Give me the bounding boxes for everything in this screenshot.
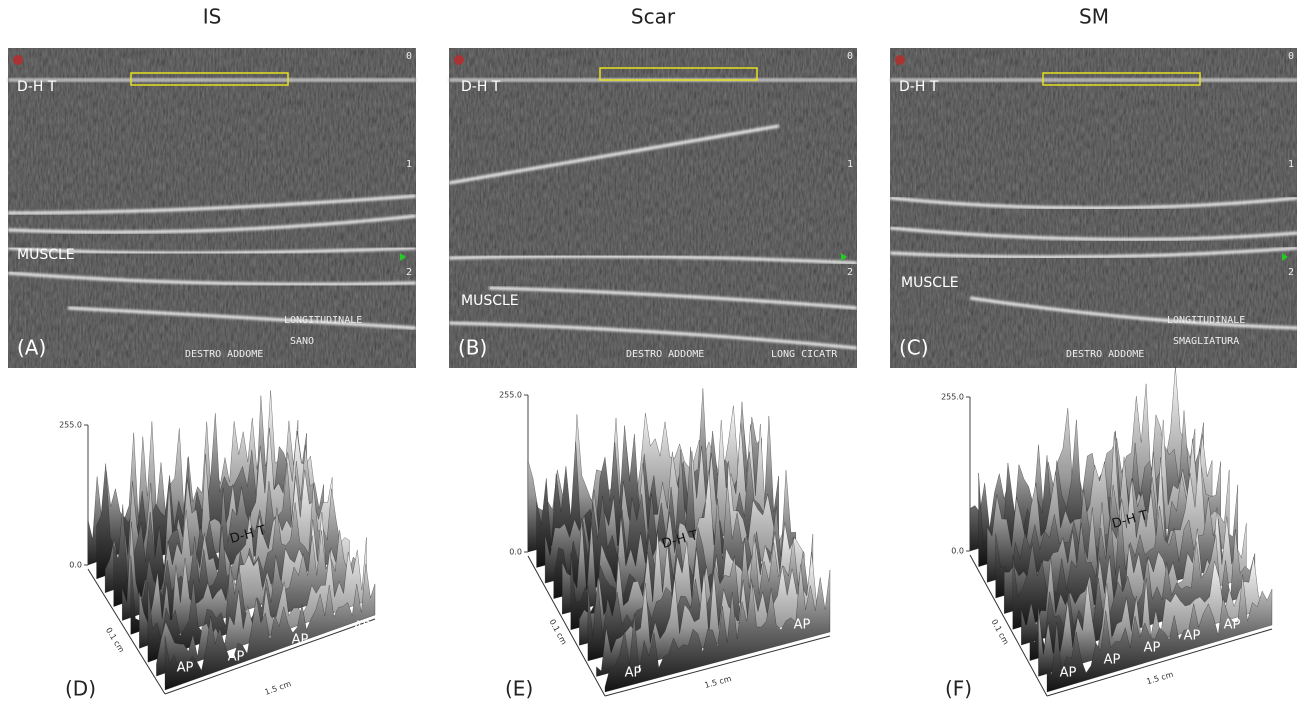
panel-label: (C)	[899, 336, 929, 360]
ultrasound-annotation: DESTRO ADDOME	[626, 349, 704, 360]
column-title: IS	[203, 5, 222, 29]
peak-label: AP	[228, 650, 245, 665]
ultrasound-annotation: LONG CICATR	[771, 349, 838, 360]
panel-label: (F)	[945, 677, 972, 701]
depth-mark: 0	[1288, 51, 1294, 62]
column-title: SM	[1079, 5, 1109, 29]
ultrasound-annotation: D-H T	[17, 79, 57, 95]
depth-mark: 1	[406, 159, 412, 170]
depth-axis-label: 0.1 cm	[104, 626, 126, 654]
skin-band	[890, 78, 1297, 82]
probe-marker	[13, 55, 23, 65]
peak-label: AP	[794, 618, 811, 633]
ultrasound-annotation: SMAGLIATURA	[1173, 336, 1239, 347]
depth-axis-label: 0.1 cm	[547, 618, 568, 647]
peak-label: AP	[1060, 666, 1077, 681]
z-top-label: 255.0	[941, 393, 964, 402]
panel-label: (B)	[458, 336, 487, 360]
column-title: Scar	[631, 5, 676, 29]
width-axis-label: 1.5 cm	[1146, 670, 1175, 687]
panel-label: (D)	[65, 677, 96, 701]
ultrasound-annotation: MUSCLE	[901, 275, 959, 291]
panel-label: (A)	[17, 336, 46, 360]
peak-label: AP	[1224, 618, 1241, 633]
probe-marker	[895, 55, 905, 65]
ultrasound-annotation: DESTRO ADDOME	[1066, 349, 1144, 360]
depth-mark: 0	[847, 51, 853, 62]
ultrasound-annotation: SANO	[290, 336, 314, 347]
panel-label: (E)	[505, 677, 533, 701]
peak-label: AP	[1144, 641, 1161, 656]
peak-label: AP	[1104, 653, 1121, 668]
depth-mark: 2	[1288, 267, 1294, 278]
depth-mark: 2	[847, 267, 853, 278]
width-axis-label: 1.5 cm	[264, 679, 293, 697]
ultrasound-annotation: LONGITUDINALE	[1167, 315, 1245, 326]
ultrasound-annotation: LONGITUDINALE	[284, 315, 362, 326]
depth-axis-label: 0.1 cm	[989, 618, 1010, 647]
ultrasound-annotation: D-H T	[461, 79, 501, 95]
ultrasound-annotation: D-H T	[899, 79, 939, 95]
probe-marker	[454, 55, 464, 65]
peak-label: AP	[292, 633, 309, 648]
z-top-label: 255.0	[499, 391, 522, 400]
depth-mark: 1	[847, 159, 853, 170]
ultrasound-annotation: DESTRO ADDOME	[185, 349, 263, 360]
skin-band	[8, 78, 416, 82]
peak-label: AP	[1184, 629, 1201, 644]
z-bottom-label: 0.0	[69, 561, 82, 570]
peak-label: AP	[354, 620, 371, 635]
ultrasound-image	[449, 48, 857, 368]
depth-mark: 2	[406, 267, 412, 278]
width-axis-label: 1.5 cm	[704, 674, 733, 690]
depth-mark: 1	[1288, 159, 1294, 170]
depth-mark: 0	[406, 51, 412, 62]
z-bottom-label: 0.0	[951, 547, 964, 556]
figure: IS 0 1 2 (A) D-H T MUSCLE LONGITUDINALE SANO DEST…	[0, 0, 1297, 703]
peak-label: AP	[625, 666, 642, 681]
z-top-label: 255.0	[59, 421, 82, 430]
z-bottom-label: 0.0	[509, 548, 522, 557]
ultrasound-annotation: MUSCLE	[17, 247, 75, 263]
ultrasound-annotation: MUSCLE	[461, 293, 519, 309]
peak-label: AP	[177, 661, 194, 676]
